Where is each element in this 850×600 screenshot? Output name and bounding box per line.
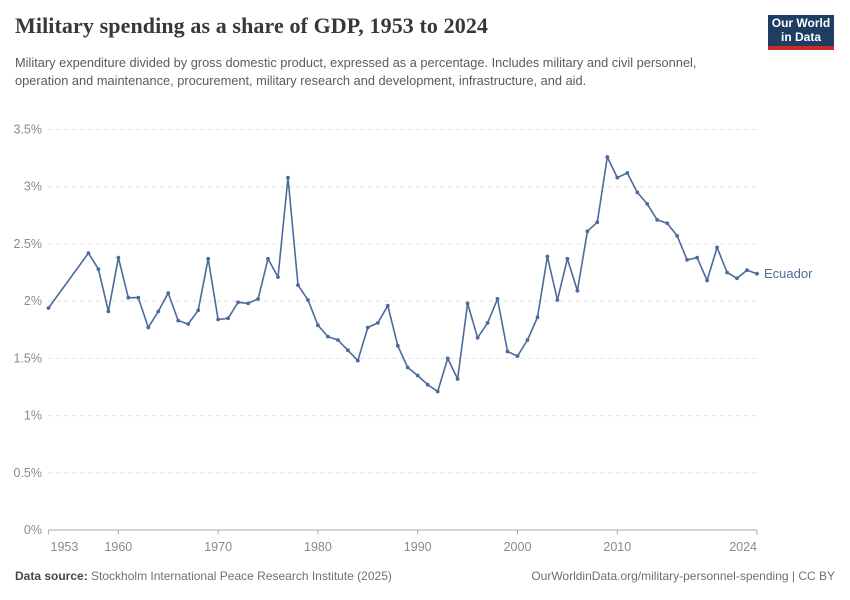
data-point <box>675 234 680 238</box>
data-point <box>625 171 630 175</box>
data-point <box>435 389 440 394</box>
data-point <box>336 338 340 342</box>
data-point <box>256 297 260 301</box>
data-point <box>505 349 510 354</box>
data-point <box>545 254 550 259</box>
y-tick-label: 3.5% <box>14 123 43 137</box>
owid-link: OurWorldinData.org/military-personnel-sp… <box>531 569 835 583</box>
data-point <box>695 255 699 260</box>
owid-logo-line1: Our World <box>771 16 831 30</box>
data-source: Data source: Stockholm International Pea… <box>15 569 392 583</box>
data-point <box>286 175 290 180</box>
data-point <box>266 256 270 261</box>
data-point <box>645 202 650 206</box>
data-point <box>715 245 719 250</box>
data-point <box>206 256 211 261</box>
data-point <box>126 295 131 300</box>
data-point <box>186 322 191 326</box>
data-point <box>246 301 251 306</box>
data-point <box>635 190 640 195</box>
data-point <box>216 317 221 322</box>
data-point <box>615 175 620 180</box>
x-tick-label: 2024 <box>729 540 757 554</box>
data-point <box>705 278 709 283</box>
data-point <box>326 334 330 339</box>
data-point <box>725 270 729 275</box>
data-point <box>745 268 749 273</box>
data-point <box>385 303 390 308</box>
chart-footer: Data source: Stockholm International Pea… <box>15 569 835 583</box>
data-point <box>455 377 460 381</box>
data-point <box>116 255 121 260</box>
data-point <box>196 308 201 313</box>
chart-subtitle: Military expenditure divided by gross do… <box>15 55 697 88</box>
data-point <box>166 291 171 295</box>
data-point <box>306 298 310 302</box>
data-point <box>236 300 241 305</box>
data-point <box>445 356 450 361</box>
data-point <box>146 325 151 330</box>
series-end-label: Ecuador <box>764 266 813 281</box>
y-tick-label: 2% <box>24 294 42 308</box>
y-tick-label: 0.5% <box>14 466 43 480</box>
data-point <box>595 220 600 225</box>
data-point <box>585 229 590 234</box>
data-point <box>555 298 560 302</box>
x-tick-label: 2000 <box>504 540 532 554</box>
data-point <box>415 373 420 378</box>
data-point <box>365 325 370 330</box>
data-point <box>485 321 490 325</box>
y-tick-label: 1.5% <box>14 351 43 365</box>
x-tick-label: 1960 <box>104 540 132 554</box>
series-line-ecuador <box>47 156 758 393</box>
data-point <box>465 301 470 306</box>
data-point <box>605 155 610 159</box>
data-point <box>495 297 500 301</box>
data-point <box>515 354 520 358</box>
data-point <box>535 315 540 320</box>
data-point <box>176 318 181 323</box>
data-point <box>735 276 739 281</box>
data-source-label: Data source: <box>15 569 88 583</box>
data-point <box>475 335 480 340</box>
data-point <box>226 316 231 321</box>
data-source-text: Stockholm International Peace Research I… <box>87 569 392 583</box>
data-point <box>296 283 300 287</box>
x-tick-label: 1980 <box>304 540 332 554</box>
data-point <box>86 251 91 256</box>
data-point <box>755 271 759 276</box>
data-point <box>136 295 141 300</box>
data-point <box>405 365 410 370</box>
owid-logo-line2: in Data <box>780 29 821 44</box>
data-point <box>276 275 280 279</box>
x-tick-label: 1990 <box>404 540 432 554</box>
data-point <box>96 267 101 271</box>
data-point <box>46 306 51 310</box>
data-point <box>346 348 350 353</box>
data-point <box>395 343 400 348</box>
data-point <box>425 382 430 387</box>
data-point <box>106 309 111 314</box>
data-point <box>565 256 570 261</box>
x-tick-label: 2010 <box>603 540 631 554</box>
data-point <box>665 221 670 226</box>
data-point <box>355 358 360 363</box>
data-point <box>316 323 320 328</box>
data-point <box>655 218 660 222</box>
data-point <box>685 258 689 262</box>
y-tick-label: 0% <box>24 523 42 537</box>
y-tick-label: 2.5% <box>14 237 43 251</box>
data-point <box>156 309 161 314</box>
data-point <box>575 288 580 293</box>
chart-title: Military spending as a share of GDP, 195… <box>15 13 489 38</box>
data-point <box>375 321 380 325</box>
data-point <box>525 338 530 342</box>
x-tick-label: 1953 <box>51 540 79 554</box>
y-tick-label: 3% <box>24 180 42 194</box>
owid-logo: Our World in Data <box>768 15 834 50</box>
x-tick-label: 1970 <box>204 540 232 554</box>
y-tick-label: 1% <box>24 409 42 423</box>
